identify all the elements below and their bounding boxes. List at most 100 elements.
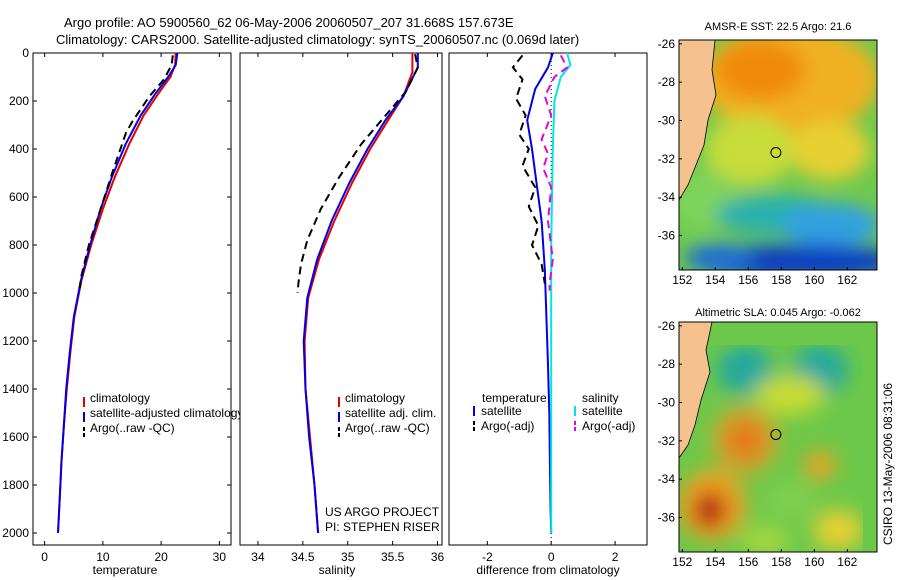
map-x-tick-label: 158 [771,555,791,569]
legend-label-climatology: climatology [345,391,405,405]
legend-label-temperature-satellite: satellite [481,404,522,418]
series-line-salinity-argo-adj [540,54,569,291]
map-y-tick-label: -34 [658,190,676,204]
salinity-axes-frame [239,52,443,546]
series-line-satellite-adjusted-climatology [57,52,179,534]
difference-axes-frame [448,52,648,546]
x-tick-label: 2 [612,550,619,564]
sst-map-panel: AMSR-E SST: 22.5 Argo: 21.6 152 154 156 158… [658,21,878,287]
legend-heading-salinity: salinity [582,391,619,405]
map-x-tick-label: 152 [672,555,692,569]
temperature-axes-frame [32,52,232,546]
temperature-xlabel: temperature [93,563,158,577]
series-line-salinity-satellite [550,52,572,533]
salinity-xlabel: salinity [319,563,356,577]
sst-map-ticks: 152 154 156 158 160 162 -26 -28 -30 -32 -34 -36 [658,37,858,287]
map-y-tick-label: -32 [658,434,676,448]
series-line-argo-raw-qc [78,55,174,289]
y-tick-label: 200 [9,94,29,108]
x-tick-label: 30 [213,550,227,564]
temperature-ticks: 0 10 20 30 0 200 400 600 800 1000 1200 1400 1600 1800… [2,46,231,564]
map-x-tick-label: 158 [771,273,791,287]
y-tick-label: 1800 [2,478,29,492]
map-y-tick-label: -36 [658,511,676,525]
y-tick-label: 800 [9,238,29,252]
temperature-panel: 0 10 20 30 0 200 400 600 800 1000 1200 1400 1600 1800… [2,46,243,577]
x-tick-label: 10 [96,550,110,564]
y-tick-label: 2000 [2,526,29,540]
legend-label-climatology: climatology [90,391,150,405]
y-tick-label: 400 [9,142,29,156]
map-x-tick-label: 162 [837,273,857,287]
map-y-tick-label: -28 [658,75,676,89]
sst-map-frame [678,39,878,271]
sst-coastline-land [679,40,717,201]
project-annotation: US ARGO PROJECT [325,505,440,519]
sst-profile-location-marker [770,147,782,158]
difference-legend: temperature satellite Argo(-adj) salinit… [473,391,635,433]
map-y-tick-label: -28 [658,357,676,371]
y-tick-label: 1400 [2,382,29,396]
map-y-tick-label: -34 [658,472,676,486]
series-line-argo-raw-qc [296,53,419,294]
csiro-timestamp: CSIRO 13-May-2006 08:31:06 [881,383,895,545]
map-y-tick-label: -30 [658,114,676,128]
legend-label-salinity-argo: Argo(-adj) [582,419,635,433]
x-tick-label: 34.5 [291,550,315,564]
sla-field [679,345,863,552]
legend-label-temperature-argo: Argo(-adj) [481,419,534,433]
x-tick-label: 35 [341,550,355,564]
map-x-tick-label: 162 [837,555,857,569]
series-line-satellite-adj-clim [302,53,419,534]
legend-heading-temperature: temperature [482,391,547,405]
map-x-tick-label: 160 [804,555,824,569]
sla-map-ticks: 152 154 156 158 160 162 -26 -28 -30 -32 -34 -36 [658,319,858,569]
map-x-tick-label: 156 [738,555,758,569]
sla-map-frame [678,321,878,553]
legend-label-argo: Argo(..raw -QC) [345,421,430,435]
sla-map-panel: Altimetric SLA: 0.045 Argo: -0.062 152 15… [658,307,878,569]
temperature-lines [57,52,179,534]
sla-profile-location-marker [770,429,782,440]
salinity-panel: 34 34.5 35 35.5 36 salinity climatology sate… [239,52,445,577]
series-line-temperature-argo-adj [511,54,546,284]
figure-title-line2: Climatology: CARS2000. Satellite-adjuste… [56,32,579,47]
sla-coastline-land [679,322,713,459]
map-x-tick-label: 156 [738,273,758,287]
temperature-legend: climatology satellite-adjusted climatolo… [83,391,243,437]
y-tick-label: 1000 [2,286,29,300]
map-y-tick-label: -26 [658,319,676,333]
x-tick-label: 0 [41,550,48,564]
legend-label-satellite: satellite adj. clim. [345,406,436,420]
y-tick-label: 0 [22,46,29,60]
map-y-tick-label: -30 [658,396,676,410]
legend-label-argo: Argo(..raw -QC) [90,421,175,435]
map-x-tick-label: 152 [672,273,692,287]
map-y-tick-label: -32 [658,152,676,166]
map-x-tick-label: 154 [705,555,725,569]
y-tick-label: 600 [9,190,29,204]
map-y-tick-label: -36 [658,229,676,243]
salinity-lines [296,53,419,534]
x-tick-label: 35.5 [381,550,405,564]
difference-xlabel: difference from climatology [476,563,619,577]
salinity-legend: climatology satellite adj. clim. Argo(..… [338,391,436,437]
figure-title-line1: Argo profile: AO 5900560_62 06-May-2006 … [64,15,514,30]
y-tick-label: 1600 [2,430,29,444]
pi-annotation: PI: STEPHEN RISER [325,520,440,534]
legend-label-salinity-satellite: satellite [582,404,623,418]
x-tick-label: 36 [431,550,445,564]
map-y-tick-label: -26 [658,37,676,51]
salinity-ticks: 34 34.5 35 35.5 36 [251,53,445,564]
sla-map-title: Altimetric SLA: 0.045 Argo: -0.062 [695,307,861,319]
map-x-tick-label: 160 [804,273,824,287]
x-tick-label: 34 [251,550,265,564]
sst-map-title: AMSR-E SST: 22.5 Argo: 21.6 [705,21,852,33]
map-x-tick-label: 154 [705,273,725,287]
sst-field [679,40,877,270]
difference-panel: -2 0 2 difference from climatology tempera… [448,52,648,577]
x-tick-label: -2 [482,550,493,564]
x-tick-label: 0 [548,550,555,564]
y-tick-label: 1200 [2,334,29,348]
